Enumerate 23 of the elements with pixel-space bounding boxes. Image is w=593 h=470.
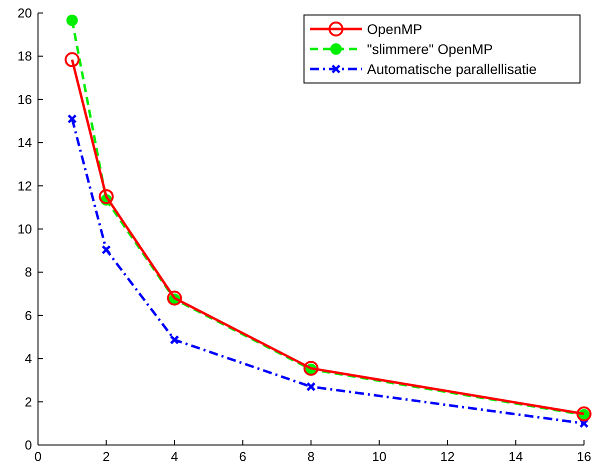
- y-tick-label: 12: [18, 178, 32, 194]
- legend-label: Automatische parallellisatie: [367, 61, 537, 77]
- x-tick-label: 16: [576, 449, 592, 464]
- y-tick-label: 2: [24, 394, 32, 410]
- y-tick-label: 4: [24, 351, 32, 366]
- x-tick-label: 12: [440, 449, 455, 464]
- x-tick-label: 0: [34, 449, 42, 464]
- y-tick-label: 14: [18, 135, 32, 150]
- legend-label: "slimmere" OpenMP: [367, 41, 493, 57]
- y-tick-label: 16: [18, 92, 32, 107]
- x-tick-label: 10: [372, 449, 386, 464]
- legend-label: OpenMP: [367, 21, 422, 37]
- x-tick-label: 8: [307, 449, 315, 464]
- x-tick-label: 14: [508, 449, 523, 464]
- y-tick-label: 8: [24, 264, 32, 280]
- y-tick-label: 18: [18, 48, 32, 64]
- x-tick-label: 6: [239, 449, 246, 464]
- y-tick-label: 20: [18, 6, 32, 20]
- y-tick-label: 10: [18, 222, 32, 236]
- x-tick-label: 4: [170, 449, 178, 464]
- x-tick-label: 2: [102, 449, 110, 464]
- y-tick-label: 0: [24, 438, 32, 452]
- y-tick-label: 6: [24, 308, 32, 323]
